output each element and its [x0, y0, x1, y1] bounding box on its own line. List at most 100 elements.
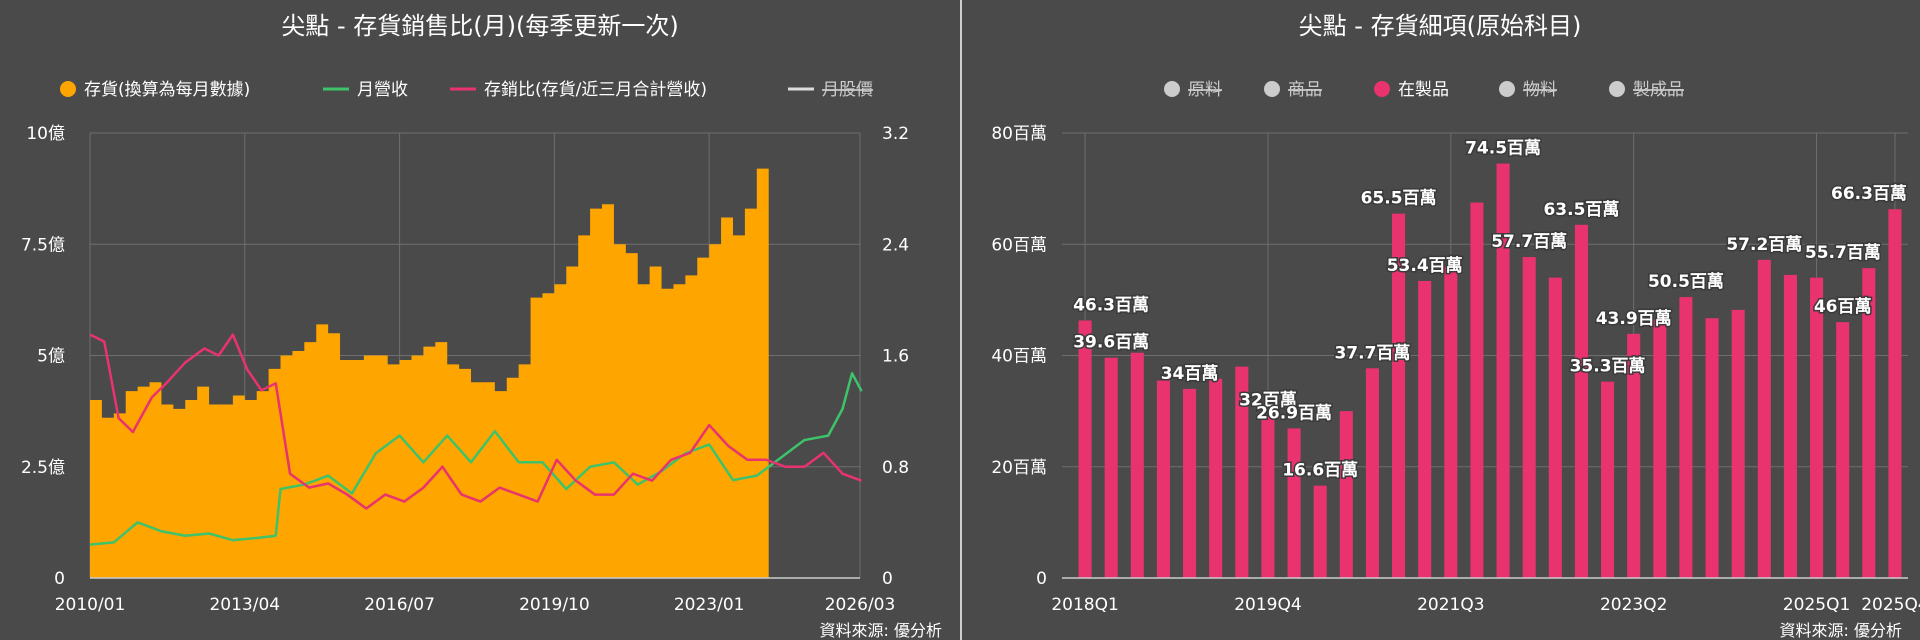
bar-2019Q3[interactable]	[1235, 366, 1249, 578]
bar-data-label: 16.6百萬	[1282, 460, 1358, 481]
bar-2023Q2[interactable]	[1627, 333, 1641, 578]
x-tick-label: 2023/01	[674, 595, 745, 615]
bar-data-label: 43.9百萬	[1596, 308, 1672, 329]
revenue-line-series	[89, 372, 863, 546]
bar-2023Q3[interactable]	[1653, 319, 1667, 578]
bar-2020Q4[interactable]	[1365, 368, 1379, 578]
legend-item[interactable]: 製成品	[1609, 80, 1684, 100]
x-tick-label: 2025Q1	[1783, 595, 1850, 615]
bar-2022Q3[interactable]	[1548, 277, 1562, 578]
bar-2019Q1[interactable]	[1183, 388, 1197, 578]
y-left-tick-label: 10億	[26, 124, 65, 144]
bar-2025Q2[interactable]	[1836, 322, 1850, 578]
legend-item[interactable]: 月營收	[323, 80, 408, 100]
bar-data-label: 74.5百萬	[1465, 138, 1541, 159]
y-right-tick-label: 3.2	[882, 124, 909, 144]
bar-2025Q1[interactable]	[1810, 277, 1824, 578]
legend-marker-dot	[1499, 81, 1515, 97]
legend-item[interactable]: 在製品	[1374, 80, 1449, 100]
bar-data-label: 39.6百萬	[1073, 332, 1149, 353]
inventory-detail-chart: 尖點 - 存貨細項(原始科目) 原料 商品 在製品 物料 製成品 0 20百萬 40百萬 60百萬…	[991, 12, 1920, 640]
x-tick-label: 2026/03	[825, 595, 896, 615]
bar-data-label: 46百萬	[1814, 296, 1872, 317]
data-source-label: 資料來源: 優分析	[1780, 621, 1902, 640]
bar-2022Q4[interactable]	[1574, 224, 1588, 578]
bar-data-label: 50.5百萬	[1648, 271, 1724, 292]
bar-data-label: 53.4百萬	[1387, 255, 1463, 276]
x-tick-label: 2019Q4	[1234, 595, 1301, 615]
bar-data-label: 55.7百萬	[1805, 242, 1881, 263]
y-left-tick-label: 2.5億	[21, 458, 65, 478]
bar-2024Q4[interactable]	[1783, 274, 1797, 578]
legend-label: 存銷比(存貨/近三月合計營收)	[484, 80, 707, 100]
bar-data-label: 32百萬	[1239, 390, 1297, 411]
legend-label: 商品	[1288, 80, 1322, 100]
bar-2024Q1[interactable]	[1705, 318, 1719, 578]
legend-marker-dot	[60, 81, 76, 97]
bar-2025Q3[interactable]	[1862, 268, 1876, 578]
x-tick-label: 2018Q1	[1051, 595, 1118, 615]
legend-label: 物料	[1523, 80, 1557, 100]
bar-data-label: 65.5百萬	[1361, 188, 1437, 209]
bar-2018Q1[interactable]	[1078, 320, 1092, 578]
legend-marker-dot	[1164, 81, 1180, 97]
inventory-sales-ratio-chart: 尖點 - 存貨銷售比(月)(每季更新一次) 存貨(換算為每月數據) 月營收 存銷比(存…	[21, 12, 942, 640]
bar-data-label: 57.2百萬	[1726, 234, 1802, 255]
bar-data-label: 34百萬	[1161, 363, 1219, 384]
bar-data-label: 57.7百萬	[1491, 231, 1567, 252]
y-tick-label: 20百萬	[991, 458, 1047, 478]
bar-2021Q4[interactable]	[1470, 202, 1484, 578]
bar-data-label: 63.5百萬	[1543, 199, 1619, 220]
bar-2022Q2[interactable]	[1522, 257, 1536, 578]
bar-2019Q4[interactable]	[1261, 415, 1275, 578]
chart-title: 尖點 - 存貨銷售比(月)(每季更新一次)	[281, 12, 678, 40]
y-left-tick-label: 0	[54, 569, 65, 589]
y-left-tick-label: 7.5億	[21, 235, 65, 255]
bar-2018Q2[interactable]	[1104, 357, 1118, 578]
x-tick-label: 2016/07	[364, 595, 435, 615]
y-tick-label: 60百萬	[991, 235, 1047, 255]
legend-label: 存貨(換算為每月數據)	[84, 80, 250, 100]
bar-2019Q2[interactable]	[1209, 378, 1223, 578]
data-source-label: 資料來源: 優分析	[820, 621, 942, 640]
bar-2021Q1[interactable]	[1392, 213, 1406, 578]
legend-item[interactable]: 物料	[1499, 80, 1557, 100]
legend-label: 製成品	[1633, 80, 1684, 100]
y-tick-label: 0	[1036, 569, 1047, 589]
bar-2021Q2[interactable]	[1418, 280, 1432, 578]
x-tick-label: 2013/04	[209, 595, 280, 615]
legend-item[interactable]: 存銷比(存貨/近三月合計營收)	[450, 80, 707, 100]
bar-2021Q3[interactable]	[1444, 266, 1458, 579]
legend-marker-dot	[1264, 81, 1280, 97]
x-tick-label: 2019/10	[519, 595, 590, 615]
y-tick-label: 80百萬	[991, 124, 1047, 144]
bar-2023Q4[interactable]	[1679, 297, 1693, 578]
bar-2024Q2[interactable]	[1731, 309, 1745, 578]
y-right-tick-label: 0	[882, 569, 893, 589]
y-right-tick-label: 1.6	[882, 347, 909, 367]
bar-data-label: 46.3百萬	[1073, 294, 1149, 315]
bar-2020Q1[interactable]	[1287, 428, 1301, 578]
inventory-sales-ratio-line-series	[89, 333, 863, 510]
legend-item[interactable]: 月股價	[788, 80, 873, 100]
bar-data-label: 37.7百萬	[1334, 342, 1410, 363]
bar-2020Q2[interactable]	[1313, 485, 1327, 578]
legend-item[interactable]: 原料	[1164, 80, 1222, 100]
bar-2023Q1[interactable]	[1601, 381, 1615, 578]
legend-label: 在製品	[1398, 80, 1449, 100]
x-tick-label: 2023Q2	[1600, 595, 1667, 615]
legend-item[interactable]: 商品	[1264, 80, 1322, 100]
bar-2024Q3[interactable]	[1757, 259, 1771, 578]
bar-2020Q3[interactable]	[1339, 411, 1353, 578]
bar-2025Q4[interactable]	[1888, 209, 1902, 579]
y-left-tick-label: 5億	[37, 347, 65, 367]
bar-2022Q1[interactable]	[1496, 163, 1510, 578]
bar-2018Q4[interactable]	[1156, 380, 1170, 578]
inventory-area-series	[90, 168, 769, 578]
bar-data-label: 26.9百萬	[1256, 402, 1332, 423]
bar-2018Q3[interactable]	[1130, 352, 1144, 578]
bar-data-label: 66.3百萬	[1831, 183, 1907, 204]
legend-label: 月股價	[822, 80, 873, 100]
legend-item[interactable]: 存貨(換算為每月數據)	[60, 80, 250, 100]
